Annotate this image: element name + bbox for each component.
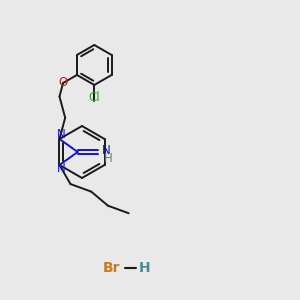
Text: N: N [57, 128, 66, 142]
Text: Br: Br [103, 261, 121, 275]
Text: O: O [58, 76, 68, 89]
Text: H: H [139, 261, 151, 275]
Text: Cl: Cl [88, 92, 100, 104]
Text: N: N [102, 145, 110, 158]
Text: N: N [57, 163, 66, 176]
Text: H: H [104, 152, 112, 166]
